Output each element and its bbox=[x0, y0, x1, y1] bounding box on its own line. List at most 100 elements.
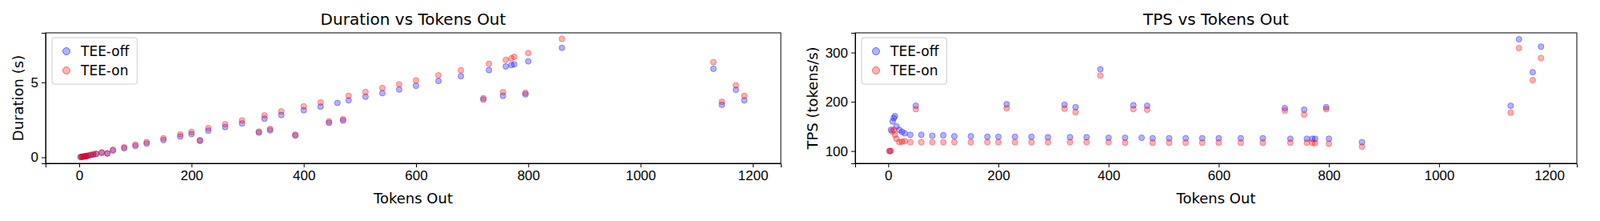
point bbox=[458, 67, 464, 73]
point bbox=[196, 137, 203, 144]
point bbox=[1149, 140, 1156, 146]
point bbox=[486, 60, 492, 67]
tick: 800 bbox=[1317, 163, 1340, 184]
point bbox=[1529, 76, 1536, 83]
chart: 02004006008001000120005Duration vs Token… bbox=[9, 9, 782, 207]
point bbox=[1044, 139, 1051, 145]
tick-label: 1200 bbox=[1534, 168, 1565, 184]
point bbox=[486, 67, 492, 73]
point bbox=[503, 63, 509, 69]
tick: 1000 bbox=[625, 163, 656, 184]
legend-label: TEE-on bbox=[889, 62, 939, 79]
point bbox=[500, 88, 506, 95]
point bbox=[1287, 140, 1293, 146]
tick-mark bbox=[998, 163, 1000, 168]
point bbox=[907, 139, 913, 145]
point bbox=[741, 92, 748, 99]
point bbox=[300, 103, 307, 109]
tick: 5 bbox=[31, 75, 46, 91]
tick-label: 0 bbox=[31, 149, 39, 165]
legend-label: TEE-on bbox=[80, 62, 129, 79]
plot-area bbox=[77, 36, 748, 160]
point bbox=[121, 144, 128, 150]
tick: 200 bbox=[180, 163, 204, 184]
point bbox=[160, 135, 167, 141]
point bbox=[1166, 140, 1172, 146]
point bbox=[256, 128, 262, 135]
tick: 400 bbox=[1097, 163, 1120, 184]
point bbox=[317, 99, 324, 105]
point bbox=[480, 95, 487, 101]
legend-label: TEE-off bbox=[80, 43, 131, 60]
tick: 100 bbox=[825, 144, 856, 160]
point bbox=[292, 131, 299, 137]
tick: 300 bbox=[825, 45, 856, 61]
point bbox=[912, 106, 919, 112]
tick: 1000 bbox=[1424, 163, 1455, 184]
point bbox=[412, 83, 419, 89]
point bbox=[1508, 109, 1514, 116]
point bbox=[334, 100, 340, 106]
tick: 0 bbox=[884, 163, 892, 184]
point bbox=[559, 44, 565, 51]
point bbox=[93, 150, 100, 156]
point bbox=[1323, 106, 1329, 112]
point bbox=[104, 150, 111, 156]
point bbox=[968, 133, 974, 140]
y-axis: 05 bbox=[31, 33, 47, 166]
plot-area bbox=[886, 36, 1544, 154]
point bbox=[1130, 106, 1136, 112]
point bbox=[1508, 102, 1514, 108]
tick-label: 1000 bbox=[1424, 168, 1455, 184]
legend: TEE-off TEE-on bbox=[52, 37, 137, 84]
point bbox=[1301, 112, 1308, 118]
point bbox=[995, 133, 1001, 140]
point bbox=[719, 99, 725, 105]
point bbox=[104, 150, 111, 156]
tick: 600 bbox=[1208, 163, 1231, 184]
point bbox=[918, 139, 924, 145]
point bbox=[239, 117, 245, 124]
tick: 1200 bbox=[738, 163, 769, 184]
point bbox=[1199, 140, 1205, 146]
point bbox=[458, 73, 464, 80]
axis-line bbox=[856, 164, 1578, 168]
tick-mark bbox=[851, 151, 856, 152]
point bbox=[995, 139, 1001, 145]
point bbox=[888, 148, 894, 154]
point bbox=[188, 128, 195, 135]
point bbox=[525, 58, 532, 64]
point bbox=[1538, 55, 1544, 61]
tick-mark bbox=[41, 82, 46, 84]
series bbox=[78, 44, 748, 160]
point bbox=[1097, 72, 1104, 79]
point bbox=[951, 139, 957, 145]
point bbox=[929, 132, 936, 139]
point bbox=[503, 56, 509, 63]
point bbox=[892, 112, 898, 119]
point bbox=[511, 53, 517, 60]
tick-label: 1200 bbox=[738, 168, 769, 184]
axis-line bbox=[46, 164, 782, 168]
tick-label: 200 bbox=[180, 168, 204, 184]
point bbox=[110, 146, 116, 152]
legend-box bbox=[861, 37, 947, 84]
legend-item: TEE-off bbox=[872, 43, 940, 60]
point bbox=[1538, 44, 1544, 50]
tick: 0 bbox=[31, 149, 46, 165]
legend-item: TEE-off bbox=[63, 43, 131, 60]
title: Duration vs Tokens Out bbox=[320, 9, 507, 29]
series bbox=[887, 36, 1544, 154]
y-axis: 100200300 bbox=[825, 33, 856, 164]
point bbox=[1260, 140, 1266, 146]
point bbox=[984, 139, 991, 145]
point bbox=[710, 59, 716, 65]
tick: 200 bbox=[987, 163, 1010, 184]
tick: 600 bbox=[404, 163, 428, 184]
point bbox=[267, 125, 273, 132]
point bbox=[1359, 143, 1365, 149]
tick-mark bbox=[528, 163, 529, 168]
point bbox=[1004, 105, 1010, 112]
tick-mark bbox=[752, 163, 754, 168]
point bbox=[1237, 140, 1244, 146]
